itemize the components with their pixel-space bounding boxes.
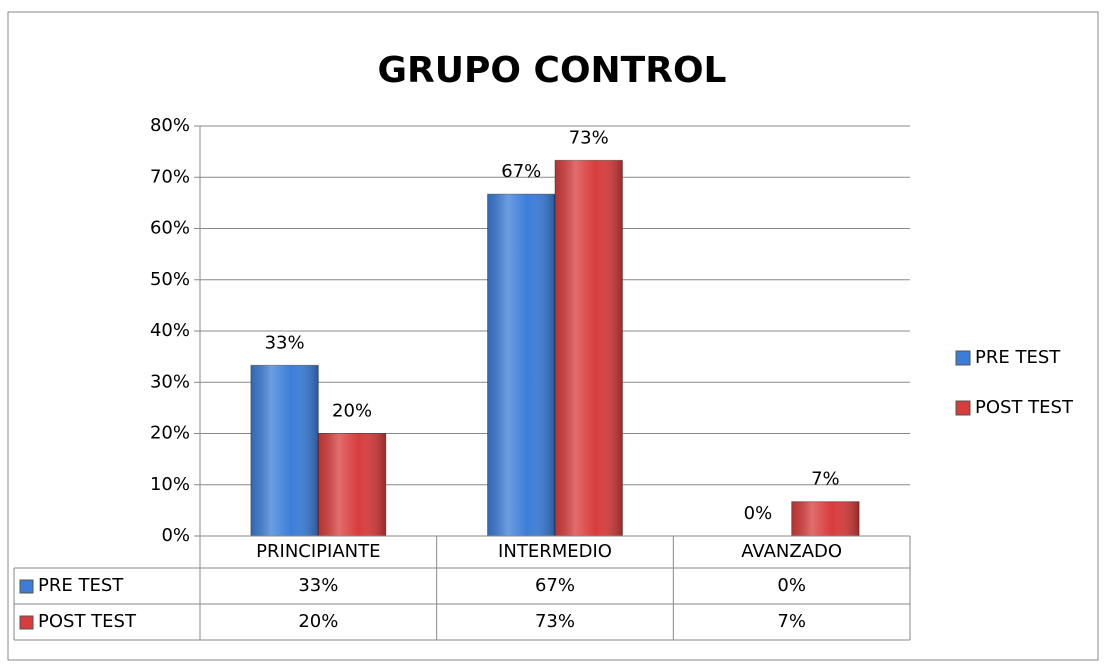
data-label: 33% xyxy=(265,332,305,353)
data-label: 7% xyxy=(811,469,840,490)
bar-shade xyxy=(487,194,555,536)
legend-label: POST TEST xyxy=(975,397,1074,418)
y-tick-label: 50% xyxy=(150,269,190,290)
table-legend-key xyxy=(19,579,34,594)
bar-shade xyxy=(250,365,319,536)
legend-key xyxy=(955,350,971,366)
table-row-header: PRE TEST xyxy=(38,575,124,596)
data-label: 20% xyxy=(332,401,372,422)
x-tick-label: INTERMEDIO xyxy=(498,541,612,562)
y-tick-label: 80% xyxy=(150,115,190,136)
y-tick-label: 60% xyxy=(150,218,190,239)
table-cell: 67% xyxy=(535,575,575,596)
y-tick-label: 10% xyxy=(150,474,190,495)
table-cell: 0% xyxy=(777,575,806,596)
table-row-header: POST TEST xyxy=(38,611,137,632)
y-tick-label: 20% xyxy=(150,423,190,444)
x-tick-label: AVANZADO xyxy=(741,541,842,562)
legend-key xyxy=(955,400,971,416)
table-cell: 33% xyxy=(298,575,338,596)
y-tick-label: 70% xyxy=(150,166,190,187)
y-tick-label: 30% xyxy=(150,371,190,392)
table-cell: 7% xyxy=(777,611,806,632)
chart-title: GRUPO CONTROL xyxy=(378,50,727,91)
bar-shade xyxy=(555,160,623,536)
table-cell: 20% xyxy=(298,611,338,632)
y-tick-label: 40% xyxy=(150,320,190,341)
data-label: 67% xyxy=(501,161,541,182)
data-label: 0% xyxy=(744,503,773,524)
bar-shade xyxy=(791,501,860,536)
table-cell: 73% xyxy=(535,611,575,632)
table-legend-key xyxy=(19,615,34,630)
y-tick-label: 0% xyxy=(161,525,190,546)
x-tick-label: PRINCIPIANTE xyxy=(256,541,380,562)
bar-shade xyxy=(318,433,386,536)
legend-label: PRE TEST xyxy=(975,347,1061,368)
data-label: 73% xyxy=(569,127,609,148)
